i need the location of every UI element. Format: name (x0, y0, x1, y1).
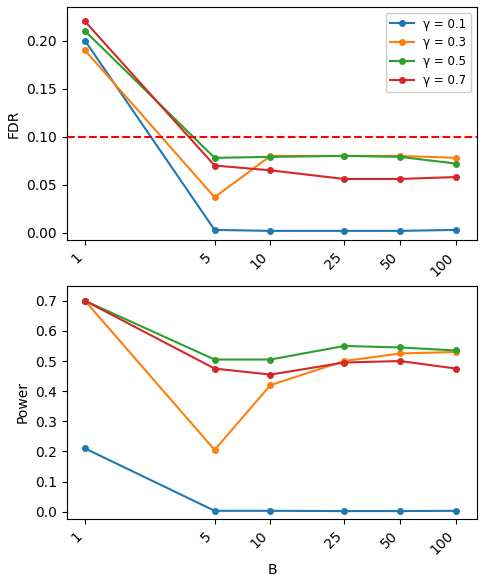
γ = 0.5 (212, 356, 217, 363)
Y-axis label: Power: Power (15, 381, 30, 423)
γ = 0.5 (82, 27, 88, 34)
γ = 0.3 (341, 152, 347, 159)
γ = 0.1 (268, 507, 273, 515)
γ = 0.1 (397, 227, 403, 234)
γ = 0.1 (268, 227, 273, 234)
Line: γ = 0.3: γ = 0.3 (82, 298, 459, 453)
γ = 0.3 (82, 47, 88, 54)
Line: γ = 0.7: γ = 0.7 (82, 19, 459, 182)
γ = 0.7 (453, 173, 459, 180)
γ = 0.3 (453, 349, 459, 356)
γ = 0.5 (341, 342, 347, 349)
Line: γ = 0.5: γ = 0.5 (82, 28, 459, 166)
γ = 0.1 (453, 227, 459, 234)
γ = 0.1 (82, 445, 88, 452)
γ = 0.3 (453, 154, 459, 161)
γ = 0.7 (341, 359, 347, 366)
γ = 0.3 (82, 297, 88, 304)
γ = 0.5 (453, 160, 459, 167)
X-axis label: B: B (267, 563, 277, 577)
γ = 0.3 (212, 446, 217, 453)
γ = 0.3 (341, 357, 347, 364)
Y-axis label: FDR: FDR (7, 110, 21, 138)
γ = 0.3 (397, 350, 403, 357)
γ = 0.7 (268, 371, 273, 378)
Line: γ = 0.1: γ = 0.1 (82, 446, 459, 514)
γ = 0.5 (212, 154, 217, 161)
γ = 0.5 (82, 297, 88, 304)
γ = 0.1 (212, 227, 217, 234)
γ = 0.7 (397, 357, 403, 364)
γ = 0.1 (212, 507, 217, 515)
γ = 0.7 (212, 365, 217, 372)
γ = 0.5 (453, 347, 459, 354)
Line: γ = 0.7: γ = 0.7 (82, 298, 459, 377)
γ = 0.5 (268, 154, 273, 161)
γ = 0.7 (453, 365, 459, 372)
γ = 0.1 (341, 227, 347, 234)
γ = 0.7 (82, 18, 88, 25)
γ = 0.7 (82, 297, 88, 304)
Legend: γ = 0.1, γ = 0.3, γ = 0.5, γ = 0.7: γ = 0.1, γ = 0.3, γ = 0.5, γ = 0.7 (386, 13, 471, 92)
γ = 0.5 (397, 344, 403, 351)
γ = 0.7 (341, 175, 347, 182)
γ = 0.3 (212, 194, 217, 201)
γ = 0.5 (341, 152, 347, 159)
γ = 0.1 (453, 507, 459, 515)
γ = 0.7 (397, 175, 403, 182)
γ = 0.3 (268, 152, 273, 159)
γ = 0.5 (268, 356, 273, 363)
γ = 0.1 (397, 507, 403, 515)
γ = 0.7 (212, 162, 217, 169)
Line: γ = 0.5: γ = 0.5 (82, 298, 459, 362)
γ = 0.3 (268, 381, 273, 388)
Line: γ = 0.1: γ = 0.1 (82, 38, 459, 234)
γ = 0.1 (82, 37, 88, 44)
γ = 0.1 (341, 507, 347, 515)
γ = 0.5 (397, 154, 403, 161)
γ = 0.7 (268, 167, 273, 174)
Line: γ = 0.3: γ = 0.3 (82, 47, 459, 200)
γ = 0.3 (397, 152, 403, 159)
